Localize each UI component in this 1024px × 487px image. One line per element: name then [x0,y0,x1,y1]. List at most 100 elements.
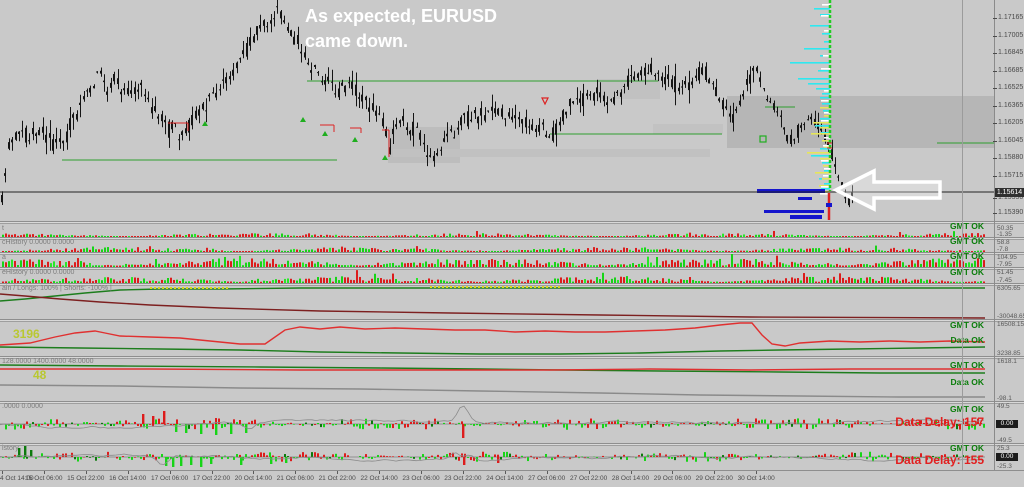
main-chart-pane[interactable] [0,0,1024,221]
time-axis-tick [547,471,548,474]
time-axis-label: 23 Oct 06:00 [402,475,439,482]
price-axis-label: 1.16845 [998,49,1023,56]
scale-max-value: 51.45 [997,269,1013,276]
time-axis-label: 30 Oct 14:00 [738,475,775,482]
current-price-box: 1.15614 [995,188,1024,197]
time-axis-label: 22 Oct 14:00 [360,475,397,482]
scale-min-value: -7.95 [997,261,1012,268]
price-axis-tick [993,88,997,89]
annotation-line2: came down. [305,29,497,54]
price-axis-tick [993,213,997,214]
price-axis-label: 1.15715 [998,172,1023,179]
time-axis-tick [86,471,87,474]
indicator-canvas-p7: 48 [0,357,994,402]
scale-min-value: -1.35 [997,231,1012,238]
price-axis-label: 1.17165 [998,14,1023,21]
data-delay-label: Data Delay: 157 [895,415,984,429]
scale-min-value: -7.45 [997,277,1012,284]
indicator-canvas-p5 [0,284,994,320]
scale-max-value: 49.5 [997,403,1010,410]
scale-min-value: -25.3 [997,463,1012,470]
price-axis-tick [993,53,997,54]
white-left-arrow-annotation[interactable] [836,171,940,209]
scale-min-value: -30048.65 [997,313,1024,320]
time-axis-tick [253,471,254,474]
time-axis-label: 20 Oct 14:00 [235,475,272,482]
indicator-label: cHistory 0.0000 0.0000 [2,239,74,246]
indicator-pane-p5[interactable]: ain / Longs: 100% | Shorts: -100% | [0,284,1024,320]
status-label: GMT OK [950,267,984,277]
price-axis-tick [993,36,997,37]
time-axis-tick [337,471,338,474]
scale-min-value: -49.5 [997,437,1012,444]
price-axis-tick [993,158,997,159]
annotation-text: As expected, EURUSD came down. [305,4,497,54]
status-label: GMT OK [950,221,984,231]
scale-max-value: 25.3 [997,445,1010,452]
supply-demand-zone[interactable] [727,96,994,148]
price-axis-tick [993,123,997,124]
status-label: GMT OK [950,320,984,330]
price-axis-label: 1.16365 [998,102,1023,109]
indicator-label: .0000 0.0000 [2,403,43,410]
scale-min-value: -98.1 [997,395,1012,402]
time-axis-label: 17 Oct 06:00 [151,475,188,482]
time-axis-tick [714,471,715,474]
buy-arrow-markers [202,117,388,160]
price-axis-tick [993,198,997,199]
time-axis-tick [756,471,757,474]
scale-max-value: 58.8 [997,239,1010,246]
price-axis-tick [993,141,997,142]
indicator-canvas-p8 [0,402,994,444]
supply-demand-zone[interactable] [653,124,723,134]
time-axis-label: 17 Oct 22:00 [193,475,230,482]
scale-max-value: 6305.65 [997,285,1021,292]
time-axis-tick [2,471,3,474]
status-label: GMT OK [950,404,984,414]
status-label: GMT OK [950,251,984,261]
indicator-canvas-p9 [0,444,994,470]
indicator-canvas-p1 [0,224,994,238]
time-axis-tick [631,471,632,474]
scale-min-value: 3238.85 [997,350,1021,357]
price-axis-tick [993,106,997,107]
time-axis-label: 21 Oct 06:00 [277,475,314,482]
time-axis-tick [672,471,673,474]
scale-max-value: 16508.15 [997,321,1024,328]
time-axis-label: 27 Oct 06:00 [528,475,565,482]
indicator-canvas-p3 [0,253,994,268]
price-axis-tick [993,71,997,72]
time-axis-tick [295,471,296,474]
time-axis-tick [421,471,422,474]
time-axis-label: 15 Oct 22:00 [67,475,104,482]
scale-min-value: -7.8 [997,246,1008,253]
indicator-value-text: 48 [33,368,47,382]
indicator-canvas-p6: 3196 [0,320,994,357]
sell-arrow-marker [542,98,548,104]
indicator-label: 128.0000 1400.0000 48.0000 [2,358,93,365]
price-axis-label: 1.16205 [998,119,1023,126]
time-axis-tick [128,471,129,474]
price-axis-label: 1.15880 [998,154,1023,161]
time-axis-tick [463,471,464,474]
time-axis-label: 29 Oct 06:00 [654,475,691,482]
time-axis-label: 29 Oct 22:00 [696,475,733,482]
annotation-line1: As expected, EURUSD [305,4,497,29]
price-axis-tick [993,176,997,177]
indicator-label: ain / Longs: 100% | Shorts: -100% | [2,285,112,292]
price-axis-label: 1.16045 [998,137,1023,144]
price-axis-label: 1.16525 [998,84,1023,91]
indicator-pane-p7[interactable]: 48 128.0000 1400.0000 48.0000 GMT OK Data O… [0,357,1024,402]
status-label: Data OK [950,335,984,345]
time-axis-label: 15 Oct 06:00 [25,475,62,482]
status-label: GMT OK [950,360,984,370]
status-label: Data OK [950,377,984,387]
